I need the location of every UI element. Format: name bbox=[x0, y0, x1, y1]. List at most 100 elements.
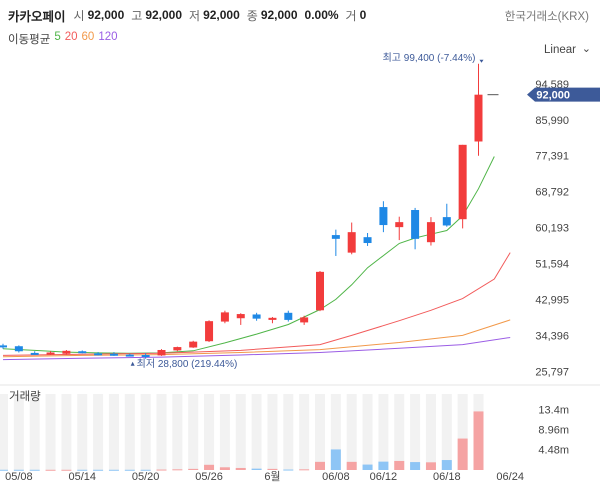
max-marker-icon bbox=[479, 59, 484, 63]
current-price-label: 92,000 bbox=[536, 90, 570, 102]
candle-body bbox=[379, 207, 388, 226]
price-tick-label: 60,193 bbox=[535, 223, 569, 235]
moving-average-legend[interactable]: 이동평균 5 20 60 120 bbox=[8, 31, 122, 47]
volume-bar bbox=[315, 461, 325, 470]
volume-slot bbox=[172, 394, 183, 470]
volume-bar bbox=[346, 461, 357, 470]
min-price-annotation: 최저 28,800 (219.44%) bbox=[137, 358, 238, 370]
candle-body bbox=[363, 237, 372, 244]
annotations: 최고 99,400 (-7.44%) 최저 28,800 (219.44%) bbox=[130, 52, 484, 370]
price-tick-label: 34,396 bbox=[535, 330, 569, 342]
volume-slot bbox=[45, 394, 56, 470]
volume-bar bbox=[410, 462, 421, 470]
volume-slot bbox=[204, 394, 215, 470]
volume-tick-label: 4.48m bbox=[538, 445, 569, 457]
candle-body bbox=[347, 232, 356, 253]
volume-bar bbox=[124, 469, 135, 471]
candle-body bbox=[173, 347, 182, 351]
price-tick-label: 25,797 bbox=[535, 366, 569, 378]
close-label: 종 bbox=[246, 8, 258, 23]
min-marker-icon bbox=[130, 361, 135, 366]
candle-body bbox=[125, 354, 134, 357]
price-tick-label: 77,391 bbox=[535, 151, 569, 163]
volume-bar bbox=[0, 469, 8, 471]
date-tick-label: 05/26 bbox=[195, 471, 223, 483]
volume-bar bbox=[394, 460, 405, 470]
volume-bar bbox=[204, 464, 215, 470]
volume-bar bbox=[267, 468, 278, 470]
ma-120-line bbox=[2, 337, 511, 361]
candle-body bbox=[395, 222, 404, 228]
volume-axis: 13.4m 8.96m 4.48m bbox=[538, 404, 569, 456]
volume-bar bbox=[93, 469, 104, 471]
volume-bar bbox=[441, 460, 452, 470]
candle-body bbox=[141, 355, 150, 358]
stock-name: 카카오페이 bbox=[8, 9, 66, 24]
candle-body bbox=[236, 314, 245, 319]
max-price-annotation: 최고 99,400 (-7.44%) bbox=[383, 52, 476, 64]
low-label: 저 bbox=[189, 8, 201, 23]
candle-body bbox=[284, 312, 293, 320]
change-value: 0.00% bbox=[304, 8, 339, 22]
ma-20-line bbox=[2, 252, 511, 356]
moving-average-lines bbox=[2, 156, 511, 361]
volume-slot bbox=[29, 394, 40, 470]
volume-bar bbox=[45, 469, 56, 471]
volume-slot bbox=[108, 394, 119, 470]
price-tick-label: 51,594 bbox=[535, 259, 569, 271]
volume-slot bbox=[13, 394, 24, 470]
volume-slot bbox=[0, 394, 8, 470]
volume-bar bbox=[140, 469, 151, 471]
candle-body bbox=[300, 317, 309, 323]
volume-slot bbox=[362, 394, 373, 470]
current-price-tag bbox=[527, 87, 600, 102]
volume-slot bbox=[219, 394, 230, 470]
volume-bar bbox=[61, 469, 72, 471]
candle-body bbox=[94, 353, 103, 356]
volume-slot bbox=[267, 394, 278, 470]
volume-slot bbox=[330, 394, 341, 470]
candle-body bbox=[0, 345, 7, 348]
candle-body bbox=[458, 144, 467, 220]
volume-slot bbox=[140, 394, 151, 470]
volume-bar bbox=[108, 469, 119, 471]
volume-title: 거래량 bbox=[9, 390, 41, 403]
candle-body bbox=[205, 321, 214, 342]
volume-value: 0 bbox=[359, 8, 367, 22]
candle-body bbox=[189, 341, 198, 348]
candle-body bbox=[78, 351, 87, 354]
chevron-down-icon[interactable]: ⌄ bbox=[581, 43, 591, 55]
candle-body bbox=[62, 350, 71, 354]
candle-body bbox=[109, 353, 118, 356]
ma-5-label: 5 bbox=[54, 31, 61, 43]
open-label: 시 bbox=[73, 8, 85, 23]
high-label: 고 bbox=[131, 8, 143, 23]
volume-slot bbox=[77, 394, 88, 470]
volume-bar bbox=[330, 449, 341, 470]
candle-body bbox=[157, 349, 166, 356]
ma-5-line bbox=[2, 156, 495, 354]
date-tick-label: 05/20 bbox=[132, 471, 160, 483]
volume-bars bbox=[0, 394, 484, 471]
volume-slot bbox=[457, 394, 468, 470]
candle-body bbox=[442, 217, 451, 226]
date-tick-label: 06/18 bbox=[433, 471, 461, 483]
volume-slot bbox=[425, 394, 436, 470]
candle-body bbox=[331, 235, 340, 239]
volume-slot bbox=[124, 394, 135, 470]
price-tick-label: 68,792 bbox=[535, 187, 569, 199]
volume-bar bbox=[219, 467, 230, 470]
volume-bar bbox=[235, 467, 246, 470]
volume-tick-label: 13.4m bbox=[538, 404, 569, 416]
candlesticks bbox=[0, 63, 483, 359]
volume-bar bbox=[188, 468, 199, 470]
scale-mode-select[interactable]: Linear bbox=[544, 44, 576, 56]
volume-slot bbox=[156, 394, 167, 470]
moving-average-label: 이동평균 bbox=[8, 34, 51, 46]
ma-60-line bbox=[2, 319, 511, 358]
volume-slot bbox=[61, 394, 72, 470]
volume-bar bbox=[29, 469, 40, 471]
candle-body bbox=[220, 312, 229, 322]
date-axis: 05/08 05/14 05/20 05/26 6월 06/08 06/12 06/18 06/… bbox=[5, 470, 524, 483]
